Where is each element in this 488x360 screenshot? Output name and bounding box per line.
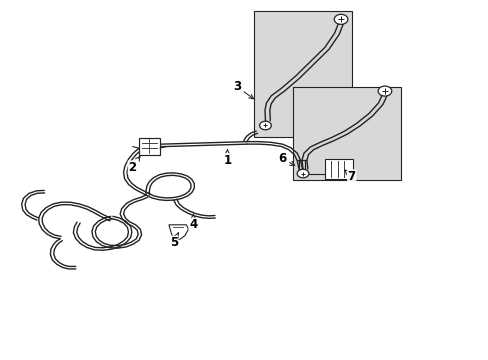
Text: 3: 3 (233, 80, 253, 99)
Polygon shape (293, 87, 400, 180)
Text: 6: 6 (278, 152, 294, 166)
FancyBboxPatch shape (325, 159, 352, 179)
Circle shape (259, 121, 271, 130)
Polygon shape (254, 12, 351, 137)
Text: 4: 4 (189, 214, 197, 231)
Circle shape (333, 14, 347, 24)
Circle shape (297, 169, 308, 178)
Text: 2: 2 (128, 156, 140, 174)
Text: 5: 5 (169, 233, 178, 249)
Circle shape (377, 86, 391, 96)
Text: 1: 1 (223, 150, 231, 167)
Text: 7: 7 (344, 170, 355, 183)
Polygon shape (168, 225, 188, 239)
FancyBboxPatch shape (139, 138, 160, 155)
